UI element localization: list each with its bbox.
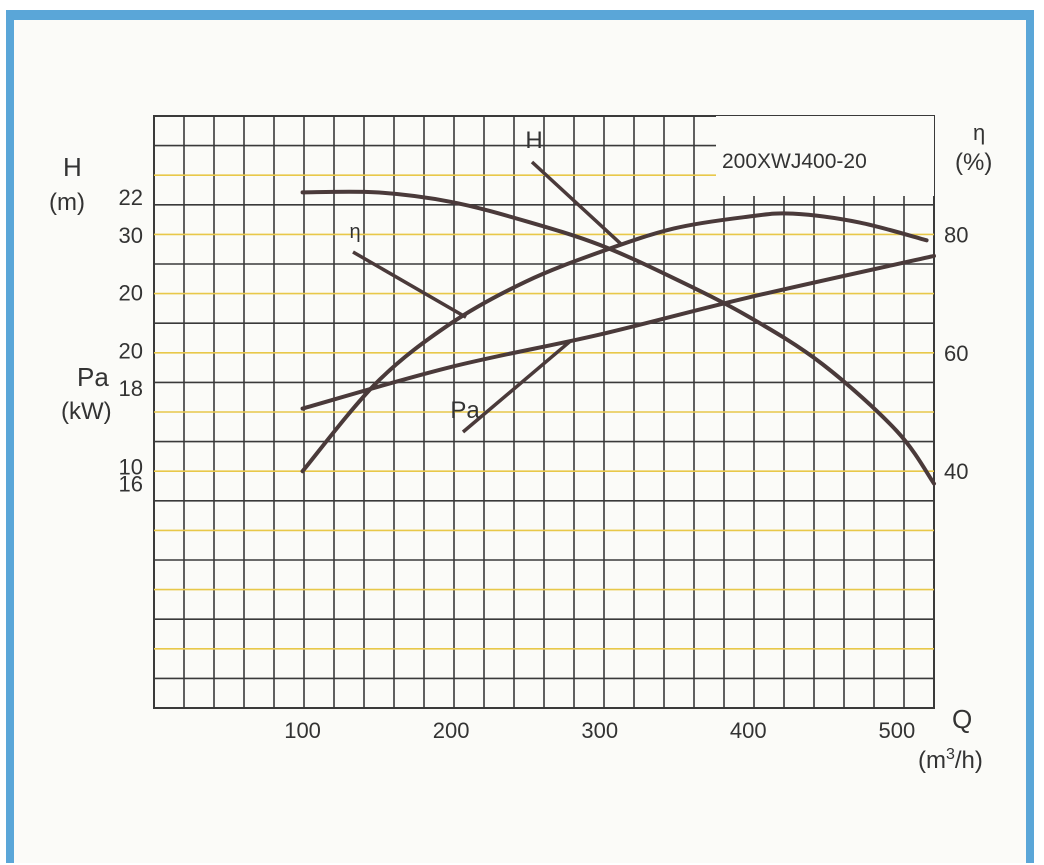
series-label-pa: Pa bbox=[450, 397, 480, 424]
series-leader-eta bbox=[352, 250, 467, 319]
y-axis-H-title: H bbox=[63, 152, 82, 182]
y-tick-label-Pa: 30 bbox=[119, 223, 143, 248]
series-line-pa bbox=[300, 253, 936, 411]
y-axis-eta-unit: (%) bbox=[955, 149, 992, 176]
y-axis-H-unit: (m) bbox=[49, 189, 85, 216]
series-line-h bbox=[300, 189, 936, 486]
series-line-eta bbox=[300, 211, 929, 474]
y-tick-label-H: 22 bbox=[119, 185, 143, 210]
x-tick-label: 200 bbox=[433, 718, 470, 743]
x-tick-label: 100 bbox=[284, 718, 321, 743]
series-label-eta: η bbox=[349, 221, 360, 243]
series-leader-h bbox=[530, 160, 624, 247]
y-axis-eta-title: η bbox=[973, 120, 985, 145]
series-leader-pa bbox=[461, 340, 572, 434]
y-tick-label-H: 20 bbox=[119, 281, 143, 306]
y-tick-label-Pa: 20 bbox=[119, 339, 143, 364]
y-tick-label-eta: 80 bbox=[944, 222, 968, 247]
y-tick-label-eta: 40 bbox=[944, 459, 968, 484]
chart-grid bbox=[153, 115, 935, 709]
chart-labels: 200XWJ400-20 H (m) Pa (kW) η (%) Q (m3/h… bbox=[49, 116, 992, 774]
x-axis-unit: (m3/h) bbox=[918, 746, 983, 774]
y-axis-Pa-title: Pa bbox=[77, 362, 109, 392]
x-tick-label: 400 bbox=[730, 718, 767, 743]
y-tick-label-Pa: 10 bbox=[119, 454, 143, 479]
chart-curves: Hη Pa bbox=[300, 127, 936, 486]
y-tick-label-H: 18 bbox=[119, 376, 143, 401]
series-label-h: H bbox=[525, 127, 542, 154]
model-label: 200XWJ400-20 bbox=[722, 150, 867, 173]
y-axis-Pa-unit: (kW) bbox=[61, 398, 112, 425]
y-tick-label-eta: 60 bbox=[944, 341, 968, 366]
x-tick-label: 500 bbox=[878, 718, 915, 743]
x-axis-title: Q bbox=[952, 704, 972, 734]
model-label-box bbox=[716, 116, 934, 196]
y-tick-label-H: 16 bbox=[119, 472, 143, 497]
x-tick-label: 300 bbox=[581, 718, 618, 743]
